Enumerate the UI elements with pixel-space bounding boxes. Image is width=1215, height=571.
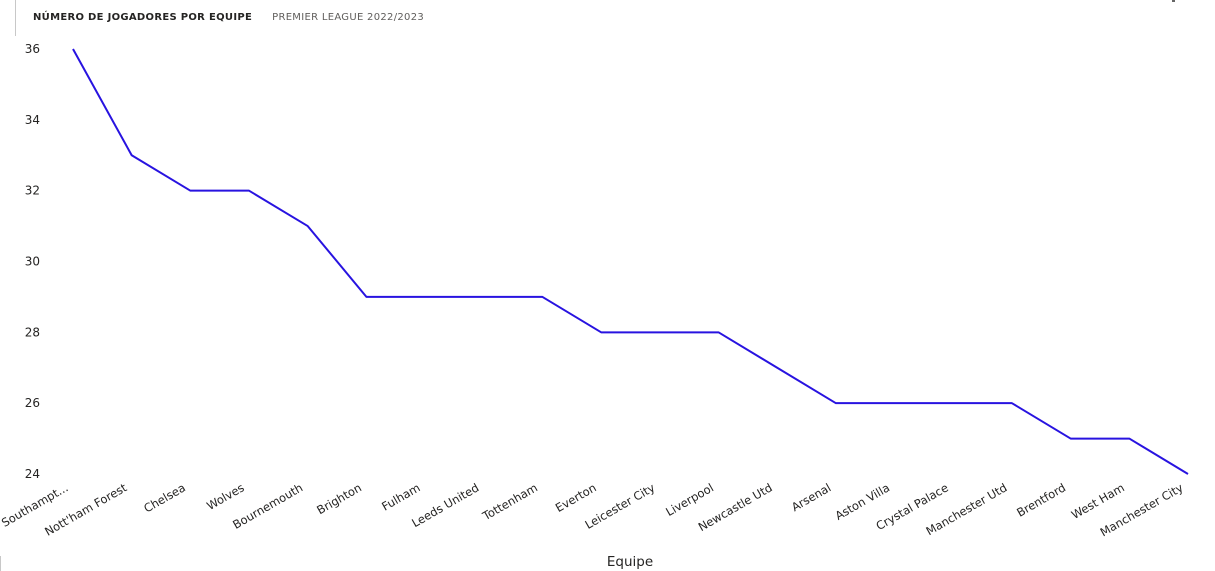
data-point[interactable] [421, 293, 429, 301]
data-point[interactable] [891, 399, 899, 407]
data-point[interactable] [304, 222, 312, 230]
data-point[interactable] [480, 293, 488, 301]
x-tick-label: Brighton [314, 480, 364, 517]
x-tick-label: Brentford [1014, 480, 1068, 519]
x-tick-label: Tottenham [479, 480, 540, 523]
y-tick-label: 32 [25, 184, 40, 198]
y-tick-label: 26 [25, 396, 40, 410]
data-point[interactable] [715, 328, 723, 336]
x-tick-label: Wolves [204, 480, 246, 513]
bottom-edge-mark [0, 556, 1, 571]
data-point[interactable] [949, 399, 957, 407]
y-tick-label: 28 [25, 325, 40, 339]
y-tick-label: 34 [25, 113, 40, 127]
data-point[interactable] [656, 328, 664, 336]
data-point[interactable] [245, 187, 253, 195]
x-tick-label: Leeds United [409, 480, 481, 530]
chart-title: NÚMERO DE JOGADORES POR EQUIPE [33, 11, 253, 23]
data-point[interactable] [69, 45, 77, 53]
x-tick-label: Chelsea [141, 480, 188, 515]
data-point[interactable] [773, 364, 781, 372]
data-point[interactable] [1184, 470, 1192, 478]
chart-subtitle: PREMIER LEAGUE 2022/2023 [272, 11, 425, 23]
x-tick-label: Everton [553, 480, 599, 514]
y-tick-label: 24 [25, 467, 40, 481]
series-line[interactable] [72, 48, 1189, 475]
data-point[interactable] [128, 151, 136, 159]
data-point[interactable] [1067, 435, 1075, 443]
series-group [69, 45, 1192, 478]
x-tick-label: Fulham [379, 480, 422, 513]
data-point[interactable] [538, 293, 546, 301]
data-point[interactable] [832, 399, 840, 407]
more-options-icon[interactable] [1172, 0, 1175, 2]
data-point[interactable] [597, 328, 605, 336]
y-axis: 24 26 28 30 32 34 36 [25, 42, 40, 481]
data-point[interactable] [1008, 399, 1016, 407]
data-point[interactable] [362, 293, 370, 301]
y-tick-label: 36 [25, 42, 40, 56]
y-tick-label: 30 [25, 255, 40, 269]
data-point[interactable] [1125, 435, 1133, 443]
x-tick-label: Arsenal [789, 480, 833, 514]
x-axis-title: Equipe [607, 554, 653, 570]
data-point[interactable] [186, 187, 194, 195]
chart-header: NÚMERO DE JOGADORES POR EQUIPE PREMIER L… [33, 10, 424, 24]
title-accent-line [15, 0, 16, 36]
x-tick-label: Liverpool [663, 480, 716, 519]
x-axis: Southampt...Nott'ham Forest Chelsea Wolves… [0, 480, 1186, 539]
